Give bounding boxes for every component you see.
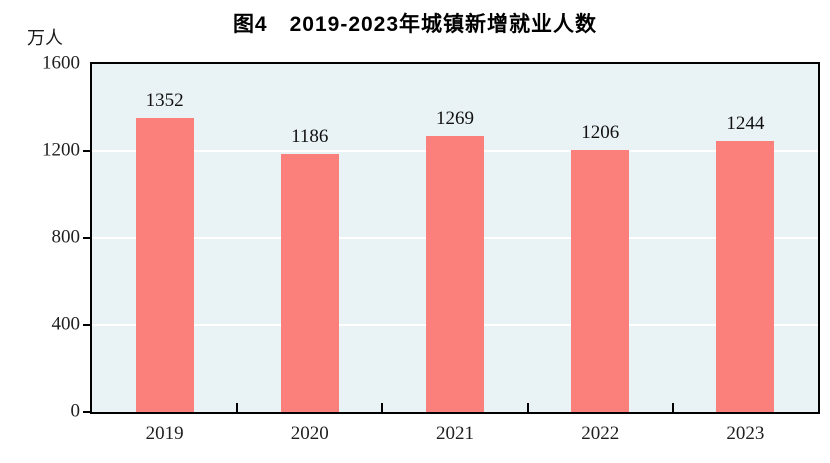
y-tick-label-0: 0 xyxy=(70,400,81,422)
y-tick-label-1200: 1200 xyxy=(42,139,80,161)
x-tick-mark-4 xyxy=(671,403,674,412)
x-tick-label-2021: 2021 xyxy=(436,423,474,444)
x-tick-mark-2 xyxy=(381,403,384,412)
bar-2020 xyxy=(280,154,339,412)
y-tick-label-800: 800 xyxy=(51,226,81,248)
y-tick-mark-800 xyxy=(83,237,90,239)
x-tick-label-2020: 2020 xyxy=(290,423,329,444)
y-tick-mark-1200 xyxy=(83,150,90,152)
y-axis-unit-label: 万人 xyxy=(27,28,63,48)
x-tick-mark-3 xyxy=(526,403,529,412)
bar-value-label-2021: 1269 xyxy=(436,107,474,129)
x-tick-label-2023: 2023 xyxy=(726,423,765,444)
x-tick-label-2019: 2019 xyxy=(145,423,184,444)
bar-2019 xyxy=(135,117,194,412)
y-tick-mark-400 xyxy=(83,324,90,326)
bar-2023 xyxy=(716,141,775,412)
bar-value-label-2023: 1244 xyxy=(726,113,765,135)
bar-value-label-2019: 1352 xyxy=(145,89,184,111)
bar-value-label-2020: 1186 xyxy=(291,126,329,148)
x-tick-mark-1 xyxy=(236,403,239,412)
x-tick-label-2022: 2022 xyxy=(581,423,620,444)
bar-value-label-2022: 1206 xyxy=(581,121,620,143)
y-tick-mark-0 xyxy=(83,411,90,413)
y-tick-label-1600: 1600 xyxy=(42,52,80,74)
y-tick-label-400: 400 xyxy=(51,313,81,335)
bar-2021 xyxy=(426,136,484,412)
bar-2022 xyxy=(571,149,630,412)
plot-area xyxy=(90,62,820,414)
chart-title: 图4 2019-2023年城镇新增就业人数 xyxy=(232,13,598,36)
